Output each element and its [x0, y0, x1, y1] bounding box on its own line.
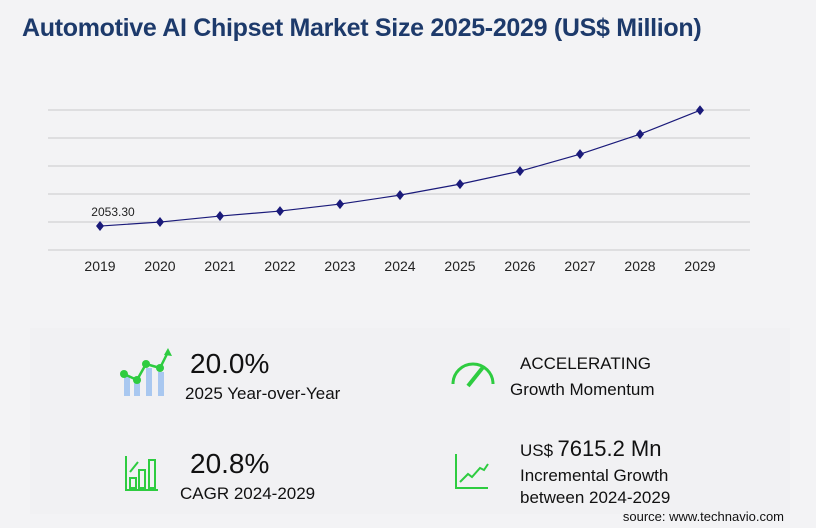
data-point	[576, 149, 584, 160]
yoy-label: 2025 Year-over-Year	[185, 384, 341, 403]
bar-trend-icon	[120, 348, 172, 396]
cagr-label: CAGR 2024-2029	[180, 484, 316, 503]
data-point	[156, 217, 164, 228]
x-tick-label: 2023	[324, 258, 355, 274]
speedometer-icon	[451, 362, 495, 388]
cagr-value: 20.8%	[190, 448, 270, 479]
momentum-value: ACCELERATING	[520, 354, 651, 373]
chart-title: Automotive AI Chipset Market Size 2025-2…	[22, 14, 702, 42]
incremental-amount: 7615.2 Mn	[557, 436, 662, 461]
kpi-panel	[30, 328, 790, 514]
data-point	[516, 166, 524, 177]
currency-prefix: US$	[520, 441, 554, 460]
x-tick-label: 2019	[84, 258, 115, 274]
data-point	[96, 221, 104, 232]
x-tick-label: 2029	[684, 258, 715, 274]
x-tick-label: 2020	[144, 258, 175, 274]
data-point	[276, 206, 284, 217]
incremental-value: US$ 7615.2 Mn	[520, 436, 662, 462]
series-line	[99, 109, 701, 227]
data-point	[216, 211, 224, 222]
x-tick-label: 2026	[504, 258, 535, 274]
data-point	[396, 190, 404, 201]
x-tick-label: 2028	[624, 258, 655, 274]
x-tick-label: 2022	[264, 258, 295, 274]
incremental-label-1: Incremental Growth	[520, 466, 669, 485]
yoy-value: 20.0%	[190, 348, 270, 379]
line-chart: 2019 2020 2021 2022 2023 2024 2025 2026 2027 2028…	[48, 105, 750, 274]
data-point	[696, 105, 704, 116]
x-tick-label: 2021	[204, 258, 235, 274]
data-label: 2053.30	[91, 205, 135, 219]
x-tick-label: 2024	[384, 258, 415, 274]
incremental-label-2: between 2024-2029	[520, 488, 671, 507]
source-text: source: www.technavio.com	[622, 509, 784, 524]
momentum-label: Growth Momentum	[510, 380, 655, 399]
data-point	[336, 199, 344, 210]
data-point	[636, 129, 644, 140]
x-tick-label: 2027	[564, 258, 595, 274]
line-growth-icon	[455, 454, 489, 489]
x-tick-label: 2025	[444, 258, 475, 274]
data-point	[456, 179, 464, 190]
bar-growth-icon	[125, 456, 158, 491]
